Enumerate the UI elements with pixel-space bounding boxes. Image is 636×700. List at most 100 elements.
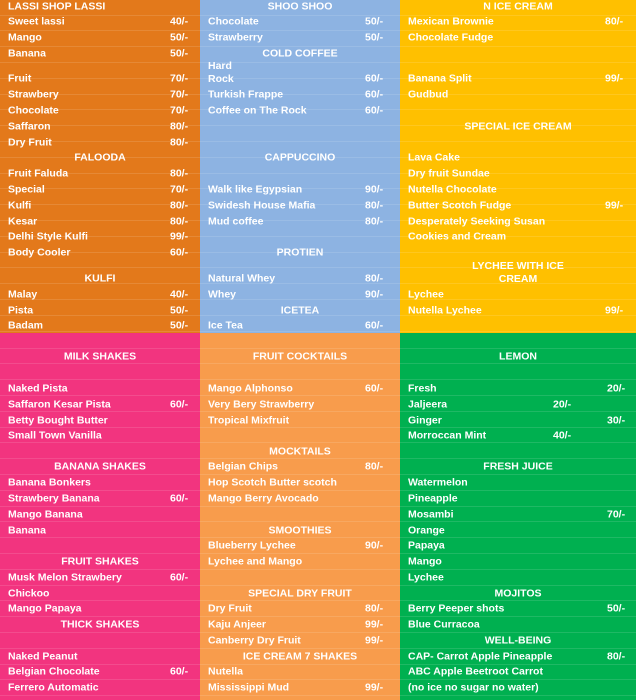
- row-rule: [0, 283, 200, 285]
- row-rule: [400, 363, 636, 365]
- section-header: COLD COFFEE: [262, 47, 338, 60]
- item-name: Mango Banana: [8, 508, 83, 521]
- item-name: Ferrero Automatic: [8, 681, 99, 694]
- row-rule: [200, 394, 400, 396]
- row-rule: [200, 458, 400, 460]
- item-price: 60/-: [365, 319, 384, 332]
- row-rule: [400, 537, 636, 539]
- item-price: 70/-: [170, 72, 189, 85]
- item-name: CAP- Carrot Apple Pineapple: [408, 650, 553, 663]
- item-name: Strawbery: [8, 88, 59, 101]
- row-rule: [400, 267, 636, 269]
- row-rule: [0, 679, 200, 681]
- item-name: Naked Peanut: [8, 650, 78, 663]
- row-rule: [0, 30, 200, 32]
- row-rule: [200, 109, 400, 111]
- menu-section: [200, 333, 400, 700]
- item-price: 60/-: [365, 104, 384, 117]
- row-rule: [0, 188, 200, 190]
- row-rule: [200, 552, 400, 554]
- row-rule: [400, 695, 636, 697]
- item-name: Orange: [408, 524, 445, 537]
- item-price: 99/-: [605, 72, 624, 85]
- section-header: WELL-BEING: [484, 634, 552, 647]
- row-rule: [200, 584, 400, 586]
- item-price: 50/-: [170, 304, 189, 317]
- row-rule: [200, 647, 400, 649]
- item-name: Malay: [8, 288, 38, 301]
- row-rule: [400, 489, 636, 491]
- item-name: Sweet lassi: [8, 15, 65, 28]
- row-rule: [200, 521, 400, 523]
- row-rule: [400, 521, 636, 523]
- item-name: Kesar: [8, 215, 38, 228]
- item-name: Watermelon: [408, 476, 468, 489]
- item-price: 80/-: [365, 199, 384, 212]
- section-header: SHOO SHOO: [267, 0, 333, 13]
- item-name: Fruit Faluda: [8, 167, 69, 180]
- row-rule: [400, 219, 636, 221]
- menu-section: [400, 333, 636, 700]
- row-rule: [200, 46, 400, 48]
- row-rule: [200, 156, 400, 158]
- item-price: 99/-: [365, 681, 384, 694]
- menu-section: [0, 333, 200, 700]
- section-header: ICETEA: [280, 304, 320, 317]
- row-rule: [0, 616, 200, 618]
- row-rule: [0, 426, 200, 428]
- item-price: 70/-: [170, 183, 189, 196]
- item-name: Chocolate: [8, 104, 59, 117]
- row-rule: [200, 172, 400, 174]
- item-name: Banana Split: [408, 72, 472, 85]
- row-rule: [0, 410, 200, 412]
- row-rule: [200, 347, 400, 349]
- row-rule: [0, 458, 200, 460]
- row-rule: [0, 600, 200, 602]
- row-rule: [0, 394, 200, 396]
- row-rule: [400, 314, 636, 316]
- item-price: 70/-: [170, 88, 189, 101]
- row-rule: [400, 552, 636, 554]
- item-price: 50/-: [170, 47, 189, 60]
- row-rule: [400, 347, 636, 349]
- row-rule: [0, 14, 200, 16]
- row-rule: [400, 93, 636, 95]
- item-name: Belgian Chips: [208, 460, 279, 473]
- row-rule: [400, 172, 636, 174]
- row-rule: [200, 314, 400, 316]
- item-name: Body Cooler: [8, 246, 71, 259]
- item-price: 70/-: [170, 104, 189, 117]
- row-rule: [0, 647, 200, 649]
- row-rule: [400, 125, 636, 127]
- item-price: 90/-: [365, 539, 384, 552]
- item-price: 80/-: [170, 136, 189, 149]
- item-name: Dry Fruit: [208, 602, 252, 615]
- row-rule: [200, 251, 400, 253]
- row-rule: [400, 647, 636, 649]
- item-price: 80/-: [605, 15, 624, 28]
- item-name: Musk Melon Strawbery: [8, 571, 122, 584]
- row-rule: [200, 505, 400, 507]
- item-price: 60/-: [170, 665, 189, 678]
- section-header: MILK SHAKES: [63, 350, 137, 363]
- item-price: 99/-: [170, 230, 189, 243]
- item-price: 60/-: [365, 382, 384, 395]
- item-price: 80/-: [365, 602, 384, 615]
- row-rule: [0, 267, 200, 269]
- item-price: 50/-: [365, 31, 384, 44]
- item-price: 60/-: [170, 492, 189, 505]
- section-header: CAPPUCCINO: [264, 151, 336, 164]
- row-rule: [0, 235, 200, 237]
- row-rule: [400, 156, 636, 158]
- item-name: Fresh: [408, 382, 437, 395]
- row-rule: [0, 314, 200, 316]
- row-rule: [400, 61, 636, 63]
- item-name: Blue Curracoa: [408, 618, 480, 631]
- item-name: (no ice no sugar no water): [408, 681, 539, 694]
- item-name: Saffaron: [8, 120, 51, 133]
- item-name: Chocolate Fudge: [408, 31, 494, 44]
- item-name: Hop Scotch Butter scotch: [208, 476, 337, 489]
- row-rule: [0, 156, 200, 158]
- item-name: ABC Apple Beetroot Carrot: [408, 665, 543, 678]
- item-price: 80/-: [365, 272, 384, 285]
